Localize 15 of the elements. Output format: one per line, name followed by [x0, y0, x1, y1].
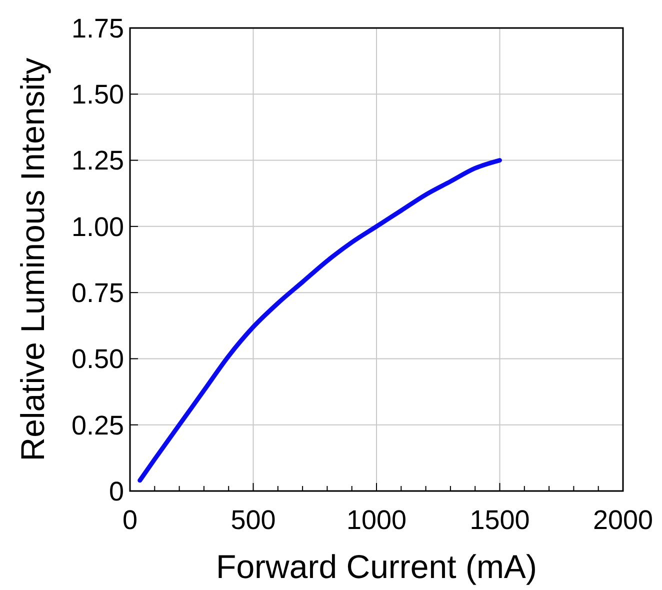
- x-tick-label: 1500: [470, 505, 530, 535]
- y-tick-label: 1.75: [71, 13, 124, 44]
- line-series: [138, 158, 502, 483]
- x-tick-label: 2000: [592, 505, 654, 535]
- y-tick-label: 0.25: [71, 410, 124, 440]
- x-tick-label: 1000: [346, 505, 407, 535]
- y-tick-label: 0.50: [71, 344, 124, 374]
- x-tick-label: 500: [230, 505, 276, 535]
- y-tick-label: 0.75: [71, 278, 124, 308]
- y-tick-label: 1.00: [71, 212, 124, 242]
- y-axis-title: Relative Luminous Intensity: [14, 57, 51, 462]
- y-tick-label: 0: [108, 476, 124, 506]
- y-tick-label: 1.25: [71, 146, 124, 176]
- x-axis-title: Forward Current (mA): [216, 548, 537, 585]
- y-tick-label: 1.50: [71, 80, 124, 110]
